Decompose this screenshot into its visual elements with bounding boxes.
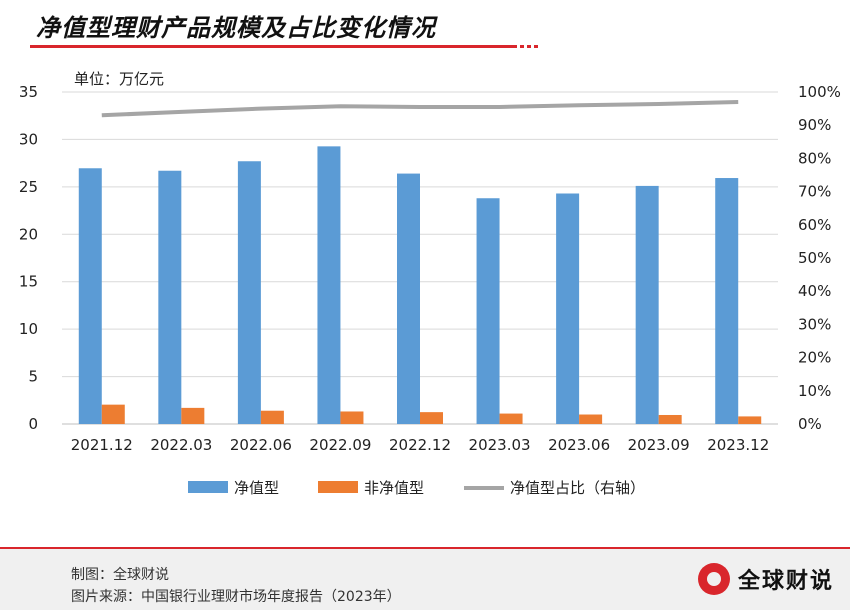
y-right-tick-label: 50% — [798, 249, 831, 267]
x-tick-label: 2021.12 — [71, 436, 133, 454]
brand-name: 全球财说 — [737, 569, 834, 594]
bar-non-net-value — [260, 410, 284, 424]
legend-label-share-line: 净值型占比（右轴） — [510, 479, 645, 497]
y-left-tick-label: 25 — [19, 178, 38, 196]
x-tick-label: 2022.03 — [150, 436, 212, 454]
x-tick-label: 2023.06 — [548, 436, 610, 454]
y-left-tick-label: 20 — [19, 225, 38, 243]
combo-chart: 0 5 10 15 20 25 30 35 0% 10% 20% 30% 40% 50% 60% 70% 80%… — [19, 83, 841, 497]
unit-label: 单位：万亿元 — [74, 70, 165, 88]
bar-non-net-value — [340, 411, 364, 424]
title-underline-dots — [520, 45, 540, 48]
bar-net-value — [635, 185, 659, 424]
brand-globe-icon — [697, 563, 730, 595]
bar-non-net-value — [658, 414, 682, 424]
x-tick-label: 2023.03 — [469, 436, 531, 454]
legend-swatch-non-net-value — [318, 481, 358, 493]
brand-logo: 全球财说 — [697, 561, 834, 597]
bar-non-net-value — [101, 404, 125, 424]
bar-non-net-value — [181, 407, 205, 424]
y-right-tick-label: 90% — [798, 116, 831, 134]
x-tick-label: 2023.12 — [707, 436, 769, 454]
y-right-tick-label: 40% — [798, 282, 831, 300]
bar-non-net-value — [420, 412, 443, 424]
y-left-tick-label: 10 — [19, 320, 38, 338]
y-right-tick-label: 70% — [798, 183, 831, 201]
x-tick-label: 2022.06 — [230, 436, 292, 454]
legend-label-net-value: 净值型 — [234, 479, 279, 497]
y-left-tick-label: 5 — [28, 368, 38, 386]
bar-non-net-value — [579, 414, 603, 424]
y-right-tick-label: 10% — [798, 382, 831, 400]
bar-net-value — [556, 193, 580, 424]
bar-non-net-value — [499, 413, 523, 424]
page-title: 净值型理财产品规模及占比变化情况 — [36, 14, 436, 42]
y-right-tick-label: 20% — [798, 349, 831, 367]
title-underline — [30, 45, 517, 48]
bar-net-value — [476, 198, 500, 424]
made-by-text: 制图：全球财说 — [71, 567, 169, 583]
x-tick-label: 2023.09 — [628, 436, 690, 454]
footer: 制图：全球财说 图片来源：中国银行业理财市场年度报告（2023年） 全球财说 — [0, 547, 850, 610]
y-right-tick-label: 80% — [798, 149, 831, 167]
series-line-share — [101, 99, 739, 118]
legend-label-non-net-value: 非净值型 — [364, 479, 424, 497]
y-right-tick-label: 60% — [798, 216, 831, 234]
y-right-tick-label: 100% — [798, 83, 841, 101]
y-left-tick-label: 30 — [19, 130, 38, 148]
bar-net-value — [397, 173, 420, 424]
y-left-tick-label: 15 — [19, 273, 38, 291]
x-tick-label: 2022.12 — [389, 436, 451, 454]
bar-net-value — [78, 168, 102, 424]
legend-swatch-net-value — [188, 481, 228, 493]
bar-net-value — [237, 161, 261, 424]
y-right-tick-label: 30% — [798, 315, 831, 333]
bar-net-value — [158, 170, 182, 424]
bar-net-value — [715, 178, 739, 424]
bar-net-value — [317, 146, 341, 424]
source-text: 图片来源：中国银行业理财市场年度报告（2023年） — [71, 589, 401, 605]
y-right-tick-label: 0% — [798, 415, 822, 433]
bar-non-net-value — [738, 416, 762, 424]
y-left-tick-label: 35 — [19, 83, 38, 101]
y-left-tick-label: 0 — [28, 415, 38, 433]
x-tick-label: 2022.09 — [309, 436, 371, 454]
